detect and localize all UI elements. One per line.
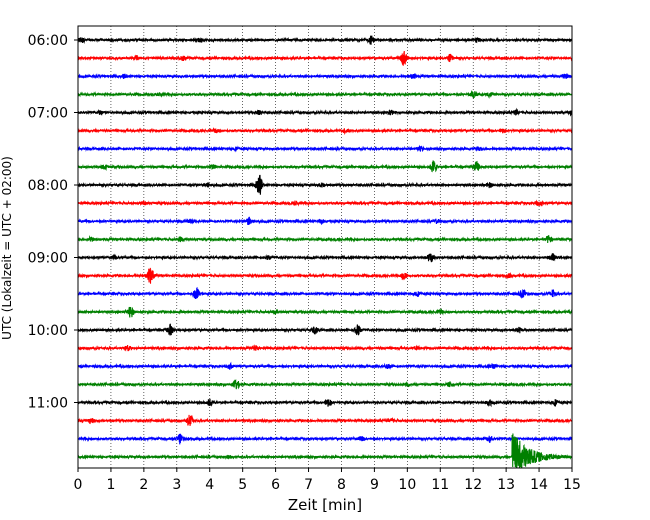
x-tick-label: 6 <box>271 477 280 493</box>
trace-0815 <box>77 199 573 207</box>
trace-0715 <box>77 127 573 136</box>
x-tick-label: 8 <box>337 477 346 493</box>
x-tick-label: 15 <box>563 477 581 493</box>
trace-0700 <box>77 107 573 117</box>
x-tick-label: 14 <box>530 477 548 493</box>
x-axis-label: Zeit [min] <box>288 496 362 514</box>
trace-1100 <box>77 398 573 408</box>
x-tick-label: 2 <box>139 477 148 493</box>
x-tick-label: 3 <box>172 477 181 493</box>
trace-0845 <box>77 235 573 243</box>
trace-0730 <box>77 144 573 153</box>
y-tick-label: 08:00 <box>28 178 68 194</box>
trace-1015 <box>77 344 573 352</box>
y-axis-label: UTC (Lokalzeit = UTC + 02:00) <box>0 156 14 340</box>
y-tick-label: 09:00 <box>28 251 68 267</box>
trace-0645 <box>77 90 573 99</box>
trace-0930 <box>77 286 573 299</box>
trace-0900 <box>77 253 573 263</box>
trace-0915 <box>77 267 573 284</box>
y-tick-label: 07:00 <box>28 106 68 122</box>
trace-0630 <box>77 73 573 80</box>
x-tick-label: 10 <box>398 477 416 493</box>
y-tick-label: 06:00 <box>28 33 68 49</box>
trace-0745 <box>77 160 573 173</box>
x-tick-label: 11 <box>431 477 449 493</box>
x-tick-label: 0 <box>74 477 83 493</box>
trace-1000 <box>77 323 573 336</box>
x-tick-label: 7 <box>304 477 313 493</box>
y-ticks: 06:00 07:00 08:00 09:00 10:00 11:00 <box>28 33 78 412</box>
trace-0615 <box>77 50 573 67</box>
trace-1045 <box>77 378 573 390</box>
trace-0600 <box>77 35 573 45</box>
plot-frame <box>77 25 573 469</box>
x-tick-label: 13 <box>497 477 515 493</box>
y-tick-label: 11:00 <box>28 396 68 412</box>
x-tick-label: 12 <box>464 477 482 493</box>
x-tick-label: 1 <box>106 477 115 493</box>
trace-1130 <box>77 433 573 445</box>
traces <box>77 35 573 469</box>
x-ticks: 0 1 2 3 4 5 6 7 8 9 10 11 12 13 14 15 <box>74 468 581 493</box>
x-tick-label: 9 <box>370 477 379 493</box>
x-tick-label: 5 <box>238 477 247 493</box>
trace-1115 <box>77 414 573 426</box>
trace-0800 <box>77 174 573 195</box>
trace-1030 <box>77 361 573 370</box>
x-tick-label: 4 <box>205 477 214 493</box>
trace-1145 <box>77 433 573 469</box>
trace-0830 <box>77 216 573 226</box>
trace-0945 <box>77 306 573 318</box>
y-tick-label: 10:00 <box>28 323 68 339</box>
